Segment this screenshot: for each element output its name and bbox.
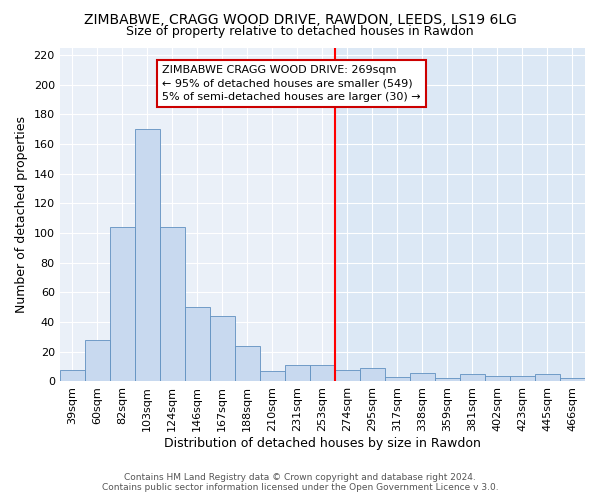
Text: ZIMBABWE, CRAGG WOOD DRIVE, RAWDON, LEEDS, LS19 6LG: ZIMBABWE, CRAGG WOOD DRIVE, RAWDON, LEED… <box>83 12 517 26</box>
Bar <box>310 365 335 382</box>
Bar <box>59 370 85 382</box>
Bar <box>435 378 460 382</box>
Text: ZIMBABWE CRAGG WOOD DRIVE: 269sqm
← 95% of detached houses are smaller (549)
5% : ZIMBABWE CRAGG WOOD DRIVE: 269sqm ← 95% … <box>162 66 421 102</box>
Bar <box>360 368 385 382</box>
Bar <box>535 374 560 382</box>
Bar <box>235 346 260 382</box>
Text: Size of property relative to detached houses in Rawdon: Size of property relative to detached ho… <box>126 25 474 38</box>
X-axis label: Distribution of detached houses by size in Rawdon: Distribution of detached houses by size … <box>164 437 481 450</box>
Bar <box>85 340 110 382</box>
Bar <box>135 129 160 382</box>
Bar <box>510 376 535 382</box>
Bar <box>335 48 585 382</box>
Bar <box>260 371 285 382</box>
Bar <box>410 372 435 382</box>
Bar <box>560 378 585 382</box>
Bar <box>385 377 410 382</box>
Y-axis label: Number of detached properties: Number of detached properties <box>15 116 28 313</box>
Text: Contains HM Land Registry data © Crown copyright and database right 2024.
Contai: Contains HM Land Registry data © Crown c… <box>101 473 499 492</box>
Bar <box>460 374 485 382</box>
Bar <box>285 365 310 382</box>
Bar <box>110 227 135 382</box>
Bar <box>185 307 210 382</box>
Bar <box>160 227 185 382</box>
Bar <box>210 316 235 382</box>
Bar <box>485 376 510 382</box>
Bar <box>335 370 360 382</box>
